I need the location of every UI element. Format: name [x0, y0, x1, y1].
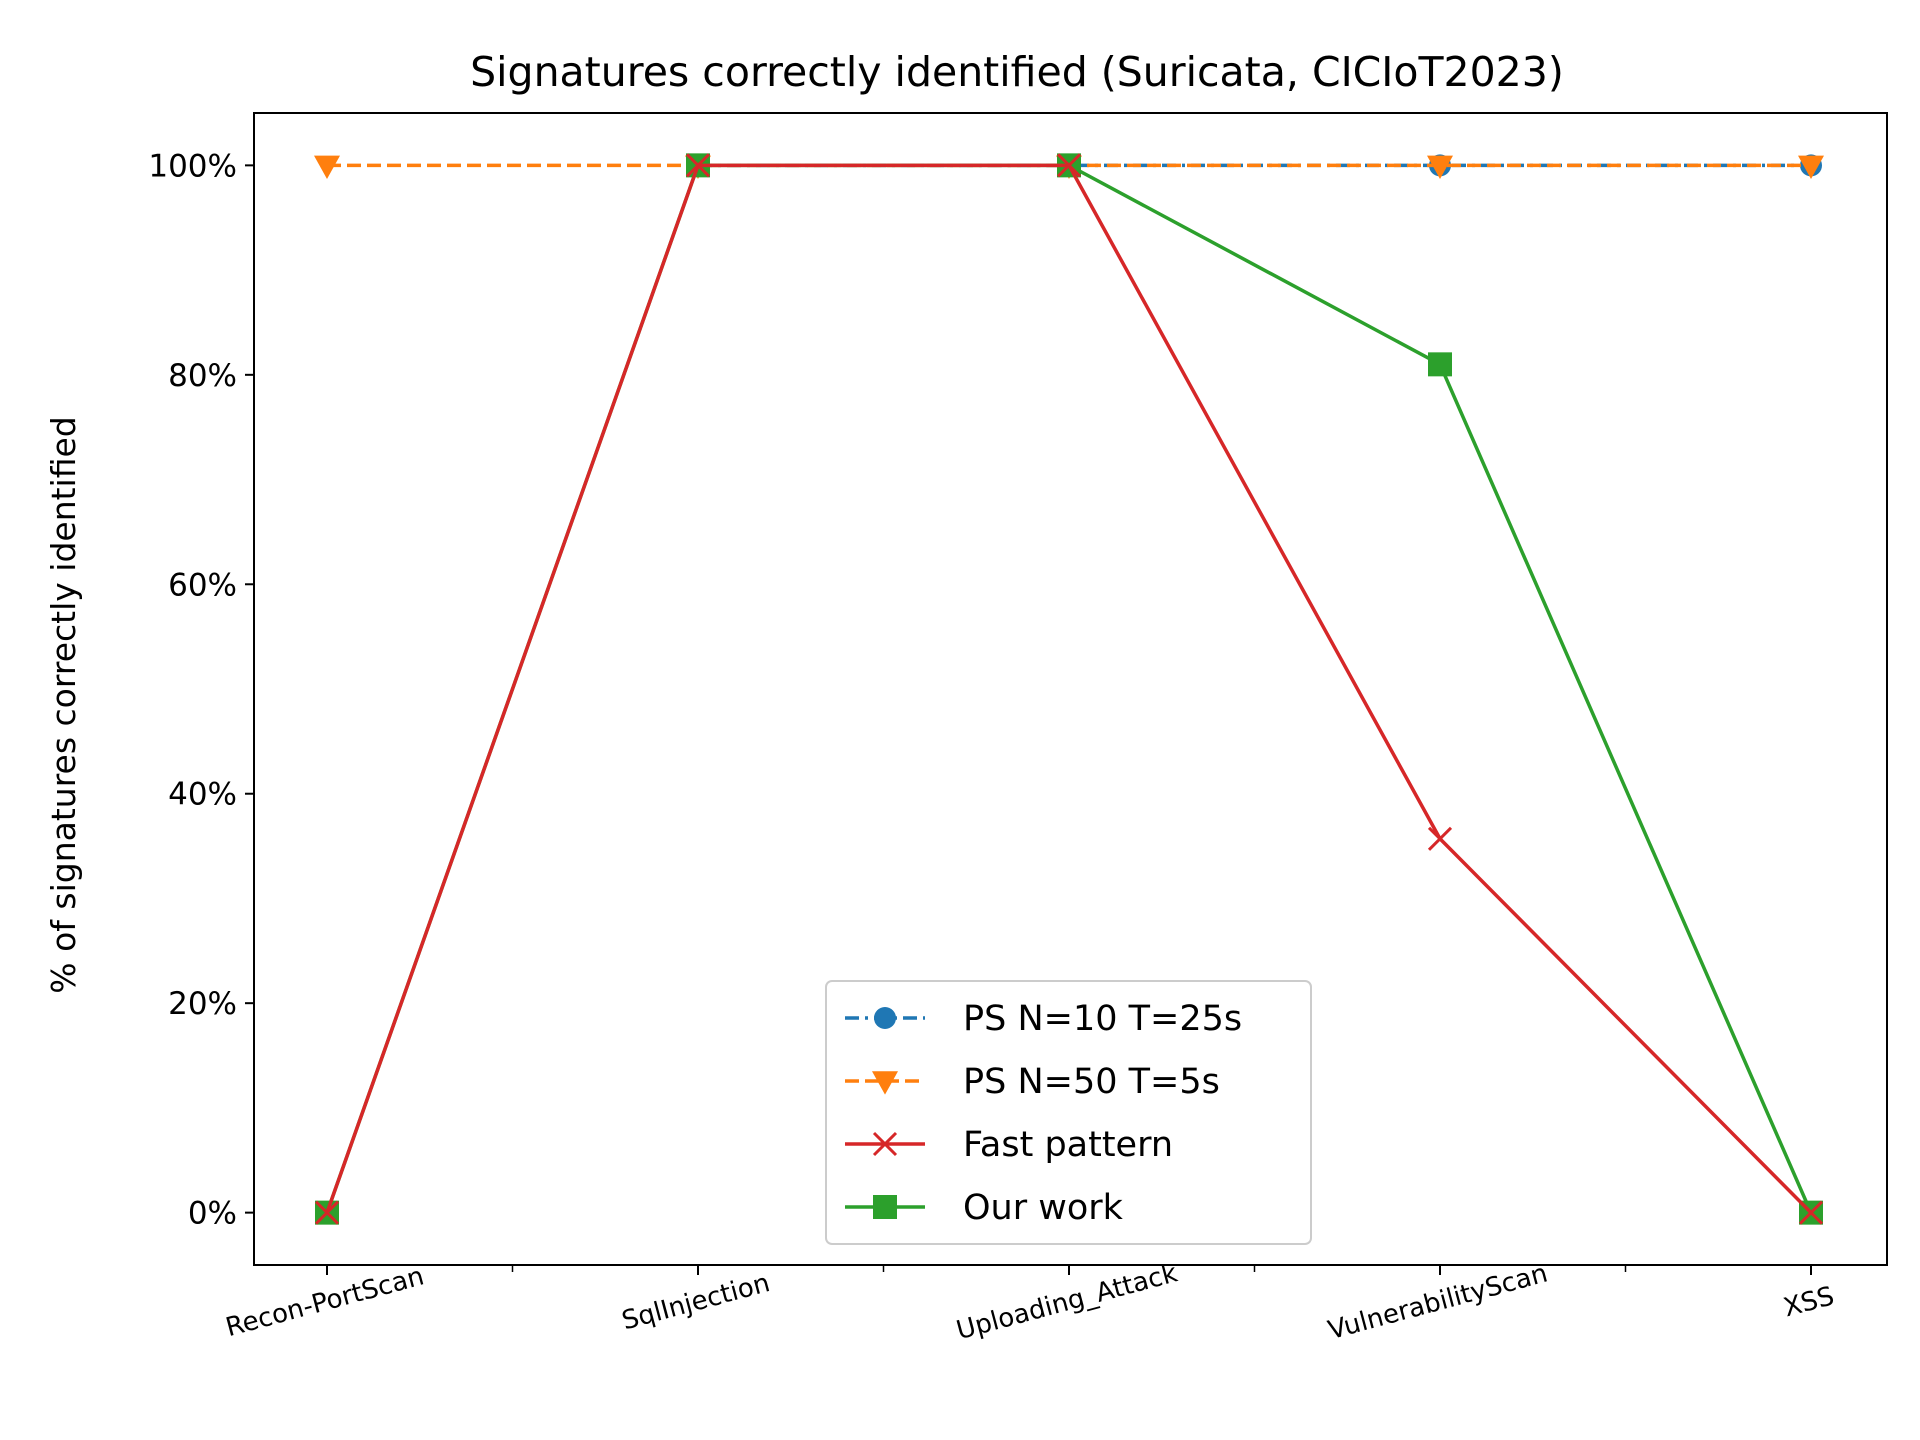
legend-item-2: Fast pattern [845, 1125, 1173, 1165]
legend-marker-1 [872, 1071, 898, 1095]
x-tick-label-1: SqlInjection [619, 1268, 773, 1336]
x-tick-label-4: XSS [1780, 1281, 1837, 1323]
legend-marker-0 [874, 1007, 896, 1029]
y-tick-label-3: 60% [168, 567, 237, 603]
series-2-point-4-stroke-b [1798, 1200, 1824, 1225]
legend-item-1: PS N=50 T=5s [845, 1062, 1220, 1102]
x-tick-label-2: Uploading_Attack [953, 1258, 1180, 1346]
series-2-point-2 [1056, 153, 1082, 178]
series-2-point-0 [314, 1200, 340, 1225]
legend-marker-2-stroke-b [872, 1131, 898, 1157]
series-1-point-0 [314, 155, 340, 180]
legend-marker-3 [873, 1195, 897, 1219]
series-2-point-3-stroke-b [1427, 826, 1453, 851]
series-2-point-3 [1427, 826, 1453, 851]
y-tick-label-4: 80% [168, 358, 237, 394]
series-2-point-4 [1798, 1200, 1824, 1225]
x-tick-label-3: VulnerabilityScan [1325, 1259, 1551, 1346]
legend-item-3: Our work [845, 1188, 1124, 1228]
series-2 [314, 153, 1824, 1225]
series-1-point-4 [1798, 155, 1824, 180]
series-2-point-2-stroke-b [1056, 153, 1082, 178]
legend-label-0: PS N=10 T=25s [963, 999, 1242, 1039]
legend-item-0: PS N=10 T=25s [845, 999, 1242, 1039]
series-2-point-1 [685, 153, 711, 178]
series-3-point-3 [1428, 352, 1452, 377]
legend-label-3: Our work [963, 1188, 1124, 1228]
y-tick-label-1: 20% [168, 986, 237, 1022]
series-2-point-1-stroke-b [685, 153, 711, 178]
y-tick-label-2: 40% [168, 777, 237, 813]
legend: PS N=10 T=25s PS N=50 T=5s Fast pattern Our… [825, 980, 1312, 1245]
y-tick-label-0: 0% [188, 1196, 237, 1232]
x-tick-label-0: Recon-PortScan [223, 1261, 428, 1343]
plot-area-frame [253, 112, 1888, 1266]
series-layer [314, 153, 1824, 1225]
legend-marker-2 [872, 1131, 898, 1157]
series-1-point-3 [1427, 155, 1453, 180]
chart-title: Signatures correctly identified (Suricat… [470, 48, 1564, 96]
series-2-point-0-stroke-b [314, 1200, 340, 1225]
legend-label-2: Fast pattern [963, 1125, 1173, 1165]
y-tick-label-5: 100% [148, 148, 237, 184]
y-axis-label: % of signatures correctly identified [44, 416, 83, 993]
legend-label-1: PS N=50 T=5s [963, 1062, 1220, 1102]
legend-box [825, 980, 1312, 1245]
legend-items: PS N=10 T=25s PS N=50 T=5s Fast pattern Our… [845, 999, 1242, 1228]
